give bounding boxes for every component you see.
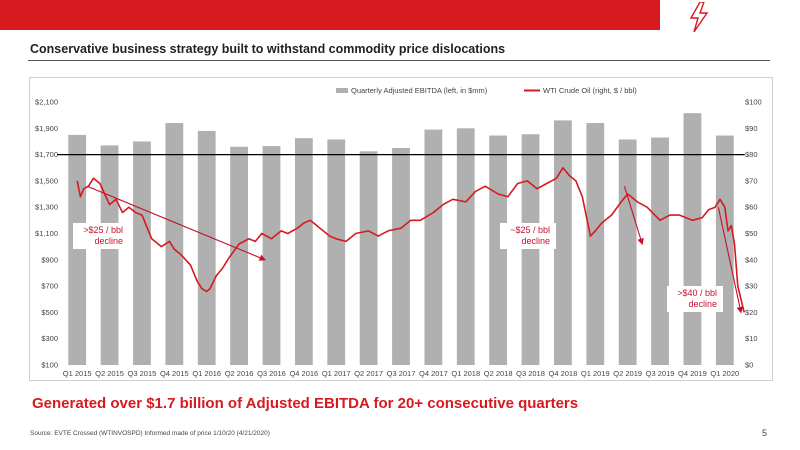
ebitda-bar [424, 129, 443, 365]
decline-annotation-text: >$40 / bbl [677, 288, 717, 298]
ebitda-bar [521, 134, 540, 365]
y-left-tick-label: $1,100 [35, 229, 58, 238]
y-left-tick-label: $1,500 [35, 176, 58, 185]
y-left-tick-label: $2,100 [35, 98, 58, 107]
y-right-tick-label: $30 [745, 282, 758, 291]
ebitda-bar [683, 113, 702, 365]
ebitda-bar [294, 138, 313, 365]
x-tick-label: Q3 2016 [257, 369, 286, 378]
ebitda-bar [715, 135, 734, 365]
annotation-box [500, 223, 556, 249]
ebitda-bar [197, 130, 216, 365]
brand-top-bar [0, 0, 660, 30]
x-tick-label: Q2 2019 [613, 369, 642, 378]
ebitda-bar [327, 139, 346, 365]
x-tick-label: Q1 2020 [710, 369, 739, 378]
ebitda-bar [618, 139, 637, 365]
title-divider [28, 60, 770, 61]
ebitda-bar [230, 146, 248, 365]
slide-title: Conservative business strategy built to … [30, 42, 506, 56]
y-left-tick-label: $100 [41, 361, 58, 370]
decline-annotation-text: decline [94, 236, 123, 246]
ebitda-bar [68, 134, 87, 365]
ebitda-bar [133, 141, 151, 365]
decline-arrow [623, 185, 644, 246]
ebitda-bar [554, 120, 572, 365]
y-right-tick-label: $40 [745, 255, 758, 264]
x-tick-label: Q1 2019 [581, 369, 610, 378]
x-tick-label: Q2 2016 [225, 369, 254, 378]
x-tick-label: Q3 2017 [387, 369, 416, 378]
y-right-tick-label: $90 [745, 124, 758, 133]
chart-panel: Quarterly Adjusted EBITDA (left, in $mm)… [29, 77, 773, 381]
x-tick-label: Q2 2017 [354, 369, 383, 378]
legend-swatch-ebitda [336, 88, 348, 93]
x-tick-label: Q3 2018 [516, 369, 545, 378]
annotation-box [73, 223, 129, 249]
legend-label-oil: WTI Crude Oil (right, $ / bbl) [543, 86, 637, 95]
source-note: Source: EVTE Crossed (WTINVOSPD) Informe… [30, 430, 270, 437]
x-tick-label: Q3 2019 [646, 369, 675, 378]
y-right-tick-label: $80 [745, 150, 758, 159]
x-tick-label: Q4 2017 [419, 369, 448, 378]
y-left-tick-label: $300 [41, 334, 58, 343]
ebitda-oil-chart: Quarterly Adjusted EBITDA (left, in $mm)… [35, 86, 762, 378]
y-left-tick-label: $700 [41, 282, 58, 291]
ebitda-bar [100, 145, 119, 365]
decline-annotation-text: decline [521, 236, 550, 246]
x-tick-label: Q1 2015 [63, 369, 92, 378]
lightning-logo-icon [689, 2, 709, 32]
ebitda-bar [262, 146, 281, 365]
x-tick-label: Q2 2015 [95, 369, 124, 378]
ebitda-bar [456, 128, 475, 365]
ebitda-bar [489, 135, 508, 365]
ebitda-bar [586, 123, 605, 365]
ebitda-bar [359, 151, 378, 365]
x-tick-label: Q1 2017 [322, 369, 351, 378]
y-right-tick-label: $60 [745, 203, 758, 212]
wti-oil-line [76, 167, 745, 313]
ebitda-bar [392, 148, 410, 365]
x-tick-label: Q4 2018 [549, 369, 578, 378]
x-tick-label: Q1 2018 [451, 369, 480, 378]
x-tick-label: Q4 2015 [160, 369, 189, 378]
x-tick-label: Q2 2018 [484, 369, 513, 378]
decline-annotation-text: ~$25 / bbl [510, 225, 550, 235]
decline-annotation-text: >$25 / bbl [83, 225, 123, 235]
x-tick-label: Q4 2016 [289, 369, 318, 378]
page-number: 5 [762, 428, 768, 438]
y-left-tick-label: $500 [41, 308, 58, 317]
annotation-box [667, 286, 723, 312]
y-right-tick-label: $20 [745, 308, 758, 317]
ebitda-bar [165, 123, 184, 365]
y-left-tick-label: $900 [41, 255, 58, 264]
y-right-tick-label: $0 [745, 361, 753, 370]
decline-arrow [717, 207, 744, 314]
y-right-tick-label: $70 [745, 176, 758, 185]
headline-text: Generated over $1.7 billion of Adjusted … [32, 395, 579, 412]
y-left-tick-label: $1,900 [35, 124, 58, 133]
y-right-tick-label: $10 [745, 334, 758, 343]
y-left-tick-label: $1,700 [35, 150, 58, 159]
x-tick-label: Q3 2015 [128, 369, 157, 378]
x-tick-label: Q4 2019 [678, 369, 707, 378]
ebitda-bar [651, 137, 669, 365]
y-right-tick-label: $100 [745, 98, 762, 107]
y-right-tick-label: $50 [745, 229, 758, 238]
x-tick-label: Q1 2016 [192, 369, 221, 378]
decline-annotation-text: decline [688, 299, 717, 309]
legend-label-ebitda: Quarterly Adjusted EBITDA (left, in $mm) [351, 86, 488, 95]
y-left-tick-label: $1,300 [35, 203, 58, 212]
decline-arrow [86, 185, 267, 261]
